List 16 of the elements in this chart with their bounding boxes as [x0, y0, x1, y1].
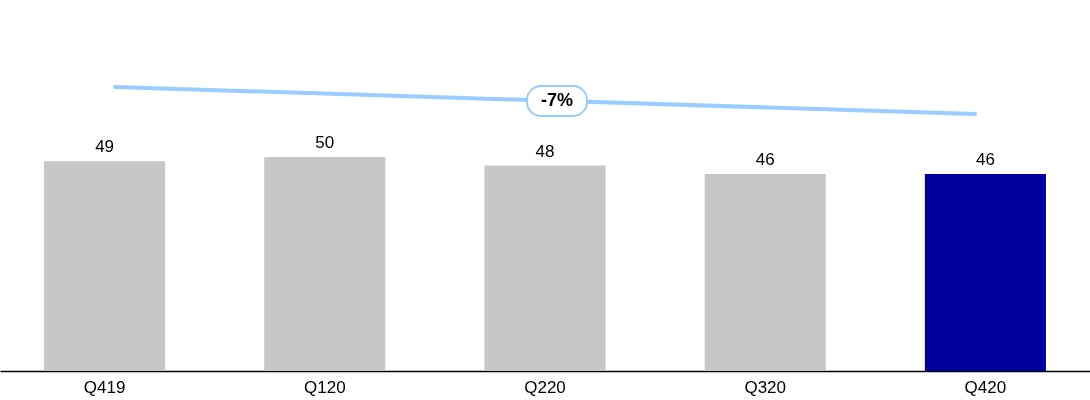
bar	[264, 157, 386, 371]
x-tick-label: Q420	[964, 377, 1007, 397]
bar	[704, 174, 826, 371]
data-label: 46	[975, 150, 995, 170]
bar	[44, 161, 166, 371]
x-tick-label: Q419	[83, 377, 126, 397]
data-label: 49	[95, 137, 115, 157]
bar	[924, 174, 1046, 371]
x-tick-label: Q320	[744, 377, 786, 397]
data-label: 46	[755, 150, 775, 170]
data-label: 50	[315, 133, 335, 152]
data-label: 48	[535, 141, 555, 161]
bar	[484, 165, 606, 371]
x-tick-label: Q220	[524, 377, 566, 397]
text: -7%	[540, 90, 574, 110]
x-tick-label: Q120	[304, 377, 346, 397]
